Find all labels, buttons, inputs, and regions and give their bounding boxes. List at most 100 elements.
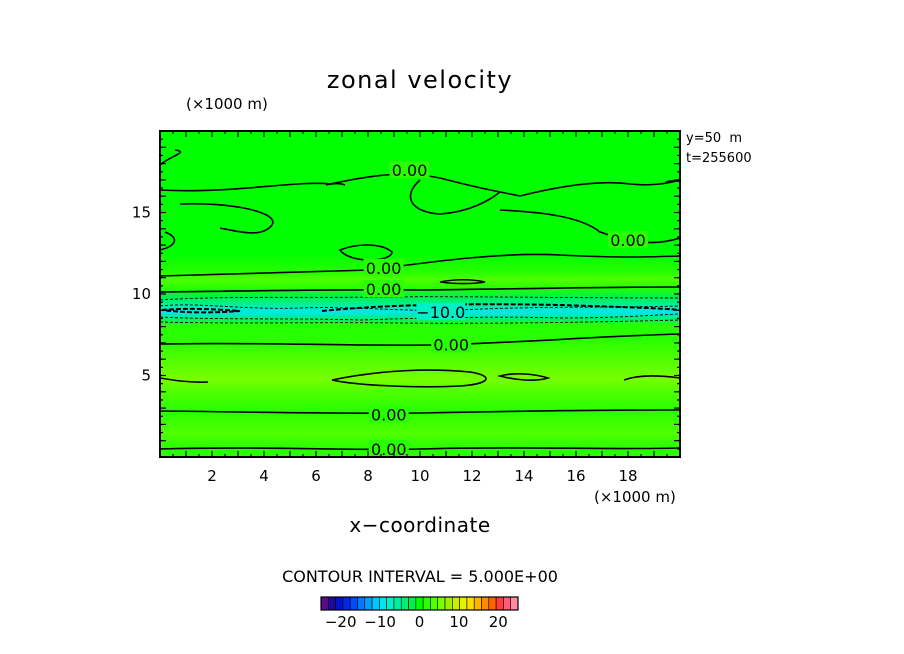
contour-line (496, 373, 551, 381)
colorbar-swatch (393, 596, 402, 611)
chart-title: zonal velocity (327, 66, 513, 94)
x-tick-label: 12 (462, 467, 481, 485)
colorbar-swatch (473, 596, 482, 611)
contour-label-text: 0.00 (392, 161, 428, 180)
contour-line (160, 409, 680, 415)
contour-line (325, 182, 346, 186)
annotation-depth: y=50 m (686, 131, 742, 146)
contour-line (179, 202, 274, 234)
x-tick-label: 18 (618, 467, 637, 485)
colorbar-labels: −20 −10 0 10 20 (325, 613, 508, 631)
colorbar-swatch (342, 596, 351, 611)
colorbar-swatch (379, 596, 387, 611)
colorbar-tick-label: 20 (489, 613, 508, 631)
colorbar-swatch (357, 596, 366, 611)
y-tick-label: 15 (132, 204, 151, 222)
contour-line (160, 173, 521, 197)
colorbar-swatch (364, 596, 373, 611)
contour-line (409, 179, 501, 215)
annotation-time: t=255600 (686, 151, 752, 166)
velocity-field (160, 131, 680, 457)
colorbar-swatch (327, 596, 336, 611)
contour-label-bg (363, 280, 404, 298)
contour-line (665, 179, 680, 183)
y-tick-labels: 5 10 15 (132, 204, 151, 385)
colorbar-swatch (437, 596, 446, 611)
contour-label-text: 0.00 (371, 440, 407, 459)
colorbar-tick-label: −20 (325, 613, 357, 631)
contour-interval-label: CONTOUR INTERVAL = 5.000E+00 (282, 567, 558, 586)
contour-line (331, 369, 487, 388)
colorbar-swatch (495, 596, 504, 611)
contour-line (160, 286, 680, 293)
plot-area: 0.00 0.00 0.00 0.00 −10.0 0.00 0.00 0.00 (159, 130, 681, 459)
contour-label-text: 0.00 (610, 231, 646, 250)
colorbar-swatch (371, 596, 380, 611)
contour-label-text: 0.00 (366, 280, 402, 299)
contour-label-text: 0.00 (366, 259, 402, 278)
contour-label-text: 0.00 (433, 336, 469, 355)
contour-line (160, 304, 680, 311)
x-tick-label: 8 (363, 467, 373, 485)
colorbar-swatch (481, 596, 490, 611)
axis-ticks (160, 131, 680, 457)
colorbar-swatch (452, 596, 460, 611)
contour-label-bg (389, 161, 430, 179)
contour-label: −10.0 (416, 302, 466, 322)
x-axis-label: x−coordinate (349, 513, 490, 537)
colorbar-tick-label: −10 (364, 613, 396, 631)
colorbar-swatch (335, 596, 344, 611)
colorbar-swatch (349, 596, 358, 611)
colorbar-frame (320, 596, 519, 611)
colorbar-swatch (386, 596, 395, 611)
colorbar-swatch (408, 596, 417, 611)
contour-line (160, 333, 680, 346)
contour-line (623, 375, 680, 381)
contour-line (321, 303, 680, 312)
x-tick-label: 14 (514, 467, 533, 485)
contour-line (439, 278, 486, 285)
colorbar-swatch (459, 596, 468, 611)
contour-labels: 0.00 0.00 0.00 0.00 −10.0 0.00 0.00 0.00 (363, 161, 648, 459)
contour-line (160, 149, 182, 166)
colorbar-swatch (415, 596, 424, 611)
x-tick-label: 2 (207, 467, 217, 485)
contour-label: 0.00 (363, 258, 404, 278)
contour-line (499, 209, 680, 244)
contour-label-text: −10.0 (416, 303, 465, 322)
contour-label: 0.00 (363, 280, 404, 299)
x-tick-label: 6 (311, 467, 321, 485)
contour-label: 0.00 (431, 335, 472, 355)
contour-label: 0.00 (368, 405, 409, 425)
contour-label: 0.00 (389, 161, 430, 180)
colorbar-swatch (503, 596, 512, 611)
contour-label-text: 0.00 (371, 406, 407, 425)
contour-label-bg (608, 231, 648, 249)
contour-line (160, 319, 680, 324)
contour-label: 0.00 (608, 231, 648, 250)
contour-line (160, 231, 176, 251)
contour-label-bg (416, 302, 466, 320)
x-tick-label: 16 (566, 467, 585, 485)
colorbar-tick-label: 10 (449, 613, 468, 631)
y-tick-label: 10 (132, 285, 151, 303)
y-unit-label: (×1000 m) (186, 95, 268, 113)
colorbar-swatch (444, 596, 453, 611)
colorbar-swatch (510, 596, 519, 611)
y-tick-label: 5 (141, 367, 151, 385)
contour-line (338, 244, 393, 261)
contour-line (160, 253, 680, 277)
x-tick-label: 4 (259, 467, 269, 485)
contour-label-bg (363, 258, 404, 276)
colorbar-swatch (430, 596, 439, 611)
x-tick-label: 10 (410, 467, 429, 485)
contour-label-bg (368, 439, 409, 457)
colorbar-swatch (422, 596, 431, 611)
colorbar-swatch (488, 596, 497, 611)
x-tick-labels: 2 4 6 8 10 12 14 16 18 (207, 467, 637, 485)
contour-line (160, 447, 680, 451)
colorbar-tick-label: 0 (415, 613, 425, 631)
contour-label: 0.00 (368, 439, 409, 459)
colorbar-swatch (400, 596, 409, 611)
